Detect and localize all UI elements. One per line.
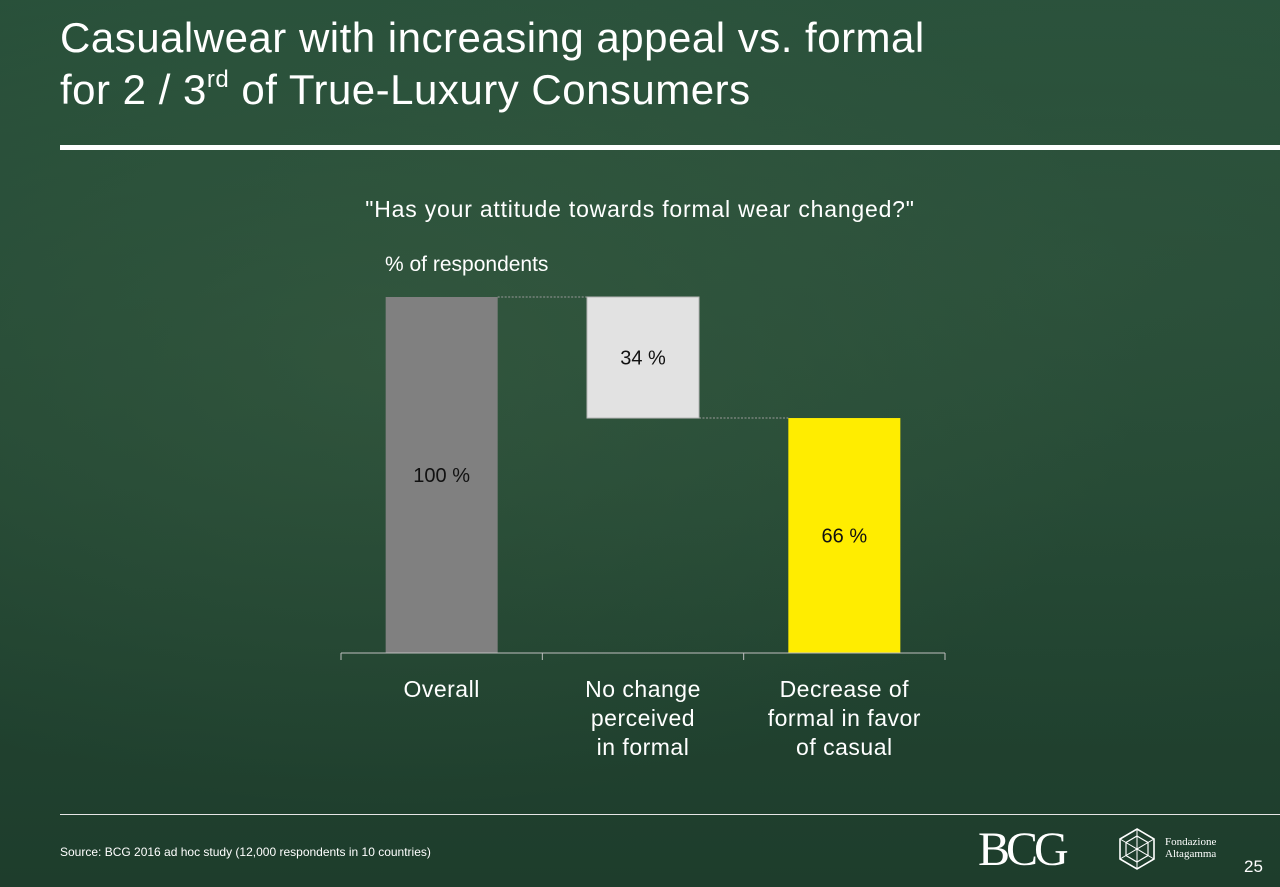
source-note: Source: BCG 2016 ad hoc study (12,000 re… bbox=[60, 845, 431, 859]
data-label: 34 % bbox=[620, 348, 666, 370]
bar-total bbox=[385, 297, 498, 653]
category-label-line: No change bbox=[585, 676, 701, 702]
slide-title: Casualwear with increasing appeal vs. fo… bbox=[60, 12, 925, 116]
category-label-line: in formal bbox=[596, 734, 690, 760]
title-superscript: rd bbox=[206, 66, 230, 93]
title-line-1: Casualwear with increasing appeal vs. fo… bbox=[60, 14, 925, 61]
bar-result bbox=[788, 418, 901, 653]
category-label: No change perceived in formal bbox=[543, 675, 743, 762]
title-line-2-start: for 2 / 3 bbox=[60, 66, 207, 113]
category-label-line: Decrease of bbox=[779, 676, 910, 702]
altagamma-line-2: Altagamma bbox=[1165, 848, 1217, 860]
bcg-logo: BCG bbox=[978, 823, 1069, 876]
title-line-2-end: of True-Luxury Consumers bbox=[229, 66, 751, 113]
altagamma-emblem-icon bbox=[1119, 828, 1155, 870]
data-label: 66 % bbox=[822, 526, 868, 548]
altagamma-line-1: Fondazione bbox=[1165, 836, 1217, 848]
data-label: 100 % bbox=[413, 465, 470, 487]
category-label-line: of casual bbox=[796, 734, 893, 760]
category-label-line: formal in favor bbox=[767, 705, 921, 731]
category-label: Decrease of formal in favor of casual bbox=[744, 675, 944, 762]
category-label: Overall bbox=[342, 675, 542, 704]
title-divider bbox=[60, 145, 1280, 150]
category-label-line: perceived bbox=[590, 705, 696, 731]
footer-divider bbox=[60, 814, 1280, 815]
category-label-line: Overall bbox=[403, 676, 480, 702]
chart-unit-label: % of respondents bbox=[385, 253, 549, 276]
chart-question: "Has your attitude towards formal wear c… bbox=[365, 196, 915, 222]
page-number: 25 bbox=[1244, 857, 1263, 876]
altagamma-logo-text: Fondazione Altagamma bbox=[1165, 836, 1216, 860]
bar-decrease bbox=[586, 296, 700, 419]
